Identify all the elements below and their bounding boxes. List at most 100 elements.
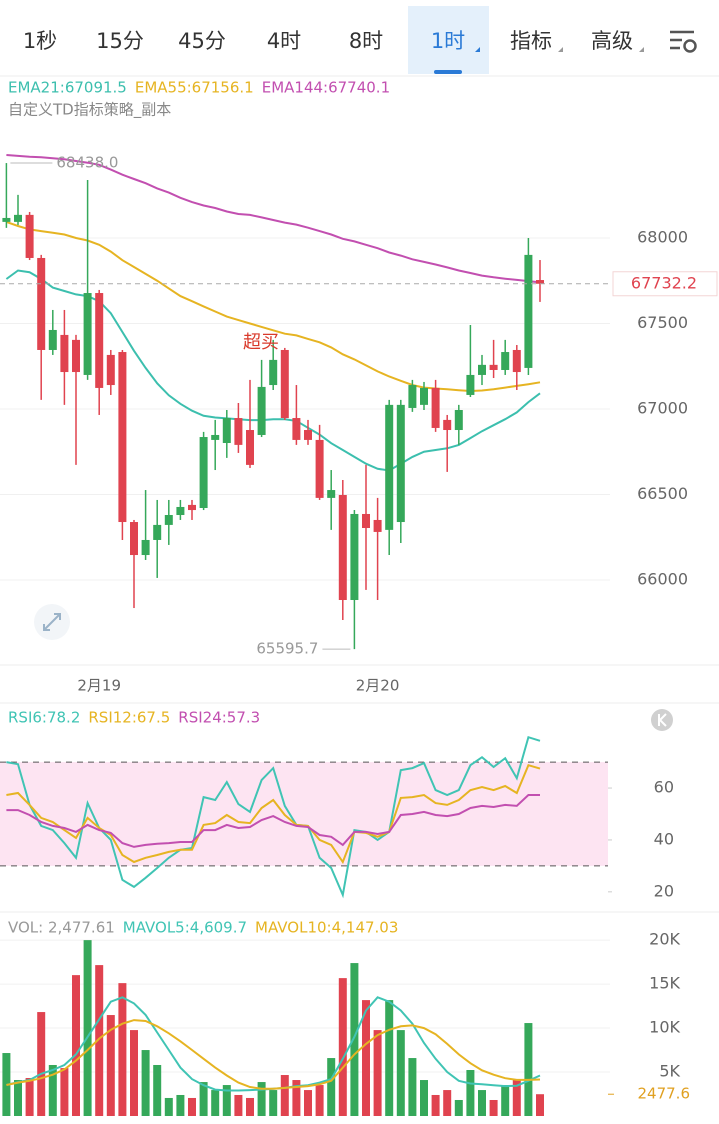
indicator-subtitle: 自定义TD指标策略_副本 xyxy=(8,101,171,120)
icon-gear xyxy=(683,39,697,53)
volume-bar xyxy=(37,1012,46,1116)
candle-body xyxy=(454,410,463,431)
candle-body xyxy=(420,387,428,405)
volume-bar xyxy=(362,1000,370,1116)
volume-bar xyxy=(512,1080,521,1116)
tab[interactable]: 45分 xyxy=(178,29,226,53)
tab[interactable]: 指标 xyxy=(510,29,552,53)
candle-body xyxy=(396,404,405,523)
volume-bar xyxy=(443,1090,452,1116)
last-price-box xyxy=(612,271,718,297)
volume-bar xyxy=(72,975,80,1116)
volume-bar xyxy=(141,1050,150,1116)
volume-bar xyxy=(327,1058,336,1116)
candle-body xyxy=(280,349,289,419)
indicator-line xyxy=(6,794,540,848)
volume-bar xyxy=(501,1085,510,1116)
candle-body xyxy=(466,374,475,395)
candle-body xyxy=(118,352,127,523)
indicator-line xyxy=(6,735,541,899)
tab[interactable]: 1秒 xyxy=(23,29,57,53)
volume-bar xyxy=(478,1090,486,1116)
tab[interactable]: 15分 xyxy=(96,29,144,53)
legend-entry: RSI12:67.5 xyxy=(88,709,170,727)
volume-bar xyxy=(420,1080,428,1116)
volume-bar xyxy=(385,1000,394,1116)
candle-body xyxy=(489,364,498,370)
tab[interactable]: 1时 xyxy=(431,29,465,53)
x-tick-label: 2月20 xyxy=(356,677,400,695)
low-label: 65595.7 xyxy=(256,640,318,658)
legend-entry: RSI6:78.2 xyxy=(8,709,80,727)
volume-bar xyxy=(106,1015,115,1116)
candle-body xyxy=(536,280,544,284)
volume-bar xyxy=(222,1085,231,1116)
volume-bar xyxy=(269,1090,278,1116)
candle-body xyxy=(257,386,266,435)
candle-body xyxy=(408,385,417,408)
expand-button[interactable] xyxy=(34,604,70,640)
volume-bar xyxy=(350,963,359,1116)
settings-icon[interactable] xyxy=(670,30,697,53)
candle-body xyxy=(153,524,162,540)
candle-body xyxy=(315,439,324,498)
candle-body xyxy=(373,519,382,532)
candle-body xyxy=(385,404,394,530)
volume-bar xyxy=(234,1094,243,1116)
volume-bar xyxy=(315,1085,324,1116)
candle-body xyxy=(72,339,80,373)
candle-body xyxy=(141,539,150,556)
selected-tab-bg xyxy=(408,6,489,74)
volume-bar xyxy=(524,1023,533,1116)
candle-body xyxy=(350,513,359,601)
volume-bar xyxy=(466,1070,475,1116)
collapse-bg xyxy=(651,709,673,731)
x-tick-label: 2月19 xyxy=(77,677,121,695)
legend-entry: EMA55:67156.1 xyxy=(135,79,254,97)
candle-body xyxy=(524,254,533,368)
y-tick-label: 67000 xyxy=(637,398,688,417)
volume-bar xyxy=(304,1090,312,1116)
expand-glyph xyxy=(43,613,61,631)
volume-bar xyxy=(48,1064,57,1116)
candle-body xyxy=(130,522,138,556)
last-price-label: 67732.2 xyxy=(631,273,697,292)
volume-bar xyxy=(211,1090,220,1116)
indicator-line xyxy=(6,763,541,865)
candle-body xyxy=(211,434,220,440)
candle-body xyxy=(338,494,347,601)
legend-entry: MAVOL10:4,147.03 xyxy=(255,919,398,937)
collapse-button[interactable] xyxy=(651,709,673,731)
candle-body xyxy=(25,214,34,258)
collapse-glyph xyxy=(658,713,667,727)
y-tick-label: 66500 xyxy=(637,484,688,503)
candle-body xyxy=(2,217,11,222)
candle-body xyxy=(443,419,452,431)
volume-bar xyxy=(60,1068,69,1116)
volume-bar xyxy=(338,978,347,1116)
tab[interactable]: 4时 xyxy=(267,29,301,53)
candle-body xyxy=(512,349,521,373)
y-tick-label: 40 xyxy=(654,829,674,848)
candle-body xyxy=(14,214,22,222)
tab-dropdown-mark xyxy=(639,47,644,52)
tab[interactable]: 高级 xyxy=(591,29,633,53)
volume-bar xyxy=(408,1058,417,1116)
y-tick-label: 10K xyxy=(649,1018,680,1037)
tab-dropdown-mark xyxy=(475,47,480,52)
volume-bar xyxy=(280,1075,289,1116)
candle-body xyxy=(48,329,57,350)
rsi-band xyxy=(0,762,608,866)
candle-body xyxy=(501,352,510,370)
legend-entry: RSI24:57.3 xyxy=(178,709,260,727)
volume-bar xyxy=(199,1082,208,1116)
tab[interactable]: 8时 xyxy=(349,29,383,53)
volume-bar xyxy=(454,1099,463,1116)
volume-bar xyxy=(431,1094,440,1116)
legend-entry: EMA144:67740.1 xyxy=(262,79,390,97)
volume-bar xyxy=(95,965,104,1116)
volume-bar xyxy=(188,1097,196,1116)
tab-dropdown-mark xyxy=(558,47,563,52)
volume-bar xyxy=(14,1080,22,1116)
